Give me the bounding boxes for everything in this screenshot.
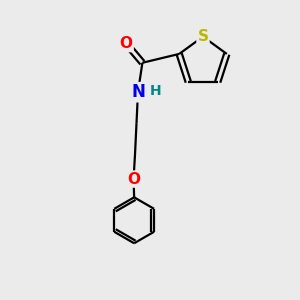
Text: O: O bbox=[120, 36, 133, 51]
Text: S: S bbox=[197, 29, 208, 44]
Text: H: H bbox=[150, 84, 161, 98]
Text: N: N bbox=[131, 83, 145, 101]
Text: O: O bbox=[127, 172, 140, 187]
